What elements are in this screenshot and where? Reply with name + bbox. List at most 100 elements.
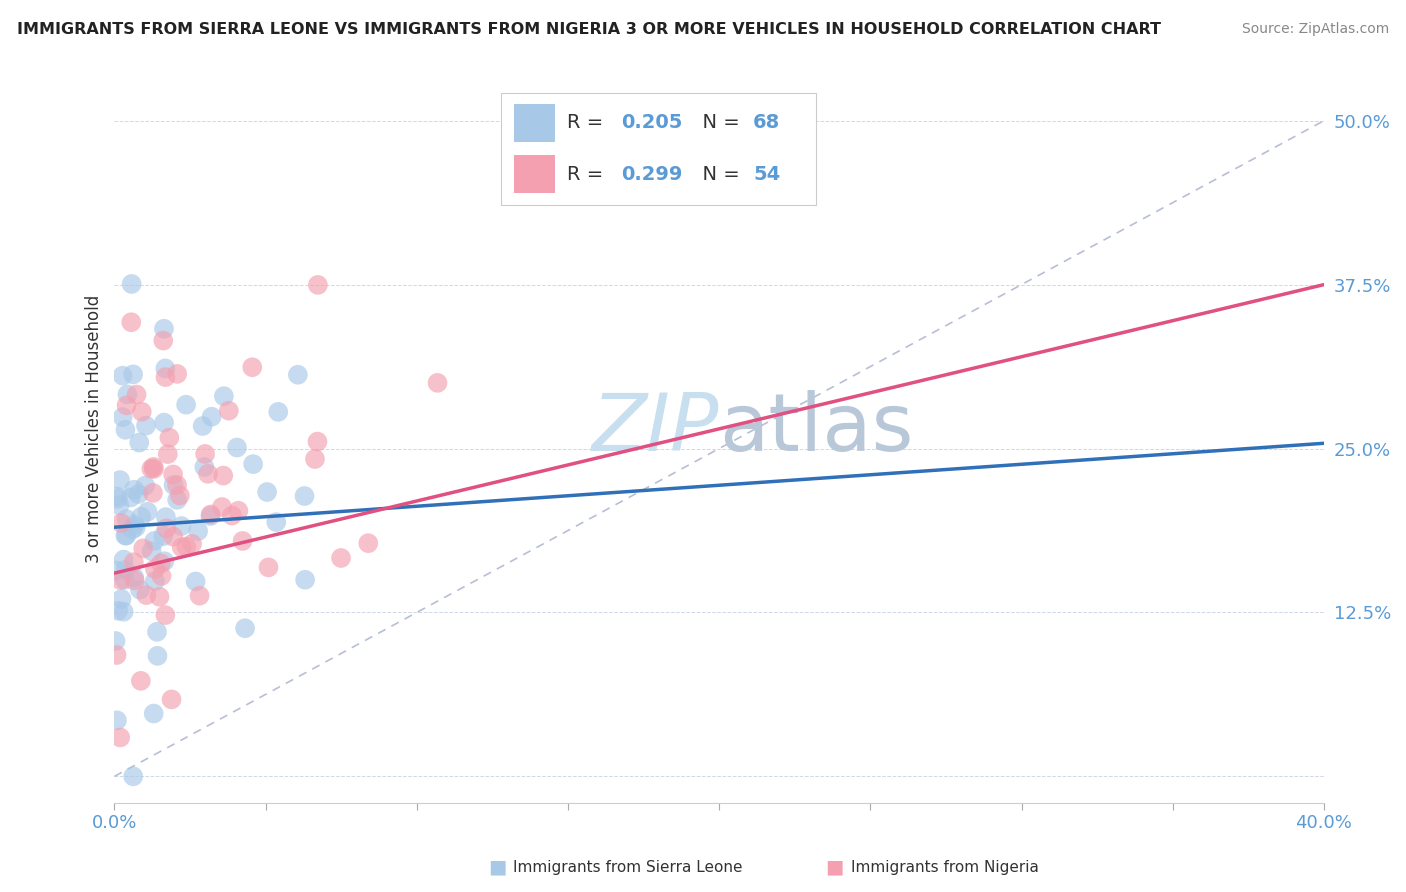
Point — [115, 398, 138, 412]
Point — [155, 370, 177, 384]
Point — [117, 387, 139, 401]
Point — [142, 459, 165, 474]
Point — [111, 410, 134, 425]
Point — [143, 533, 166, 548]
Point — [105, 564, 128, 578]
Point — [170, 541, 193, 555]
Text: atlas: atlas — [718, 390, 914, 468]
Point — [228, 504, 250, 518]
Point — [107, 604, 129, 618]
Text: Immigrants from Sierra Leone: Immigrants from Sierra Leone — [513, 860, 742, 874]
Point — [169, 489, 191, 503]
Point — [287, 368, 309, 382]
Point — [211, 500, 233, 514]
Point — [188, 589, 211, 603]
Point — [115, 528, 138, 542]
Point — [122, 570, 145, 584]
Point — [129, 509, 152, 524]
Text: IMMIGRANTS FROM SIERRA LEONE VS IMMIGRANTS FROM NIGERIA 3 OR MORE VEHICLES IN HO: IMMIGRANTS FROM SIERRA LEONE VS IMMIGRAN… — [17, 22, 1161, 37]
Point — [132, 541, 155, 556]
Point — [120, 315, 142, 329]
Point — [141, 544, 163, 558]
Point — [155, 608, 177, 623]
Text: Source: ZipAtlas.com: Source: ZipAtlas.com — [1241, 22, 1389, 37]
Text: Immigrants from Nigeria: Immigrants from Nigeria — [851, 860, 1039, 874]
Point — [257, 560, 280, 574]
Point — [426, 376, 449, 390]
Point — [194, 447, 217, 461]
Point — [129, 673, 152, 688]
Point — [108, 499, 131, 513]
Point — [129, 582, 152, 597]
Point — [155, 510, 177, 524]
Point — [121, 277, 143, 291]
Point — [267, 405, 290, 419]
Point — [105, 714, 128, 728]
Point — [233, 621, 256, 635]
Point — [191, 419, 214, 434]
Point — [121, 522, 143, 536]
Point — [149, 557, 172, 571]
Point — [162, 467, 184, 482]
Point — [174, 398, 197, 412]
Point — [330, 551, 353, 566]
Point — [212, 468, 235, 483]
Point — [166, 367, 188, 381]
Point — [110, 516, 132, 530]
Point — [264, 515, 287, 529]
Point — [114, 423, 136, 437]
Point — [176, 540, 198, 554]
Point — [184, 574, 207, 589]
Point — [141, 461, 163, 475]
Point — [187, 524, 209, 538]
Point — [115, 512, 138, 526]
Point — [143, 574, 166, 588]
Point — [200, 508, 222, 522]
Point — [146, 648, 169, 663]
Point — [307, 277, 329, 292]
Point — [134, 478, 156, 492]
Point — [110, 592, 132, 607]
Point — [357, 536, 380, 550]
Point — [122, 483, 145, 497]
Point — [114, 573, 136, 587]
Text: ZIP: ZIP — [592, 390, 718, 468]
Point — [162, 530, 184, 544]
Point — [201, 409, 224, 424]
Text: ■: ■ — [488, 857, 506, 877]
Point — [218, 403, 240, 417]
Point — [226, 441, 249, 455]
Point — [155, 361, 177, 376]
Point — [157, 431, 180, 445]
Point — [127, 487, 149, 501]
Point — [148, 590, 170, 604]
Point — [136, 505, 159, 519]
Point — [124, 517, 146, 532]
Point — [307, 434, 329, 449]
Point — [131, 405, 153, 419]
Point — [242, 457, 264, 471]
Point — [143, 562, 166, 576]
Point — [124, 574, 146, 588]
Point — [200, 508, 222, 523]
Y-axis label: 3 or more Vehicles in Household: 3 or more Vehicles in Household — [86, 294, 103, 563]
Point — [110, 573, 132, 587]
Point — [112, 605, 135, 619]
Point — [170, 519, 193, 533]
Point — [152, 529, 174, 543]
Point — [166, 478, 188, 492]
Point — [294, 489, 316, 503]
Point — [155, 521, 177, 535]
Point — [122, 769, 145, 783]
Point — [160, 692, 183, 706]
Point — [114, 528, 136, 542]
Point — [294, 573, 316, 587]
Point — [128, 435, 150, 450]
Point — [105, 490, 128, 504]
Point — [304, 452, 326, 467]
Point — [142, 486, 165, 500]
Point — [125, 520, 148, 534]
Point — [197, 467, 219, 481]
Point — [114, 563, 136, 577]
Point — [232, 533, 254, 548]
